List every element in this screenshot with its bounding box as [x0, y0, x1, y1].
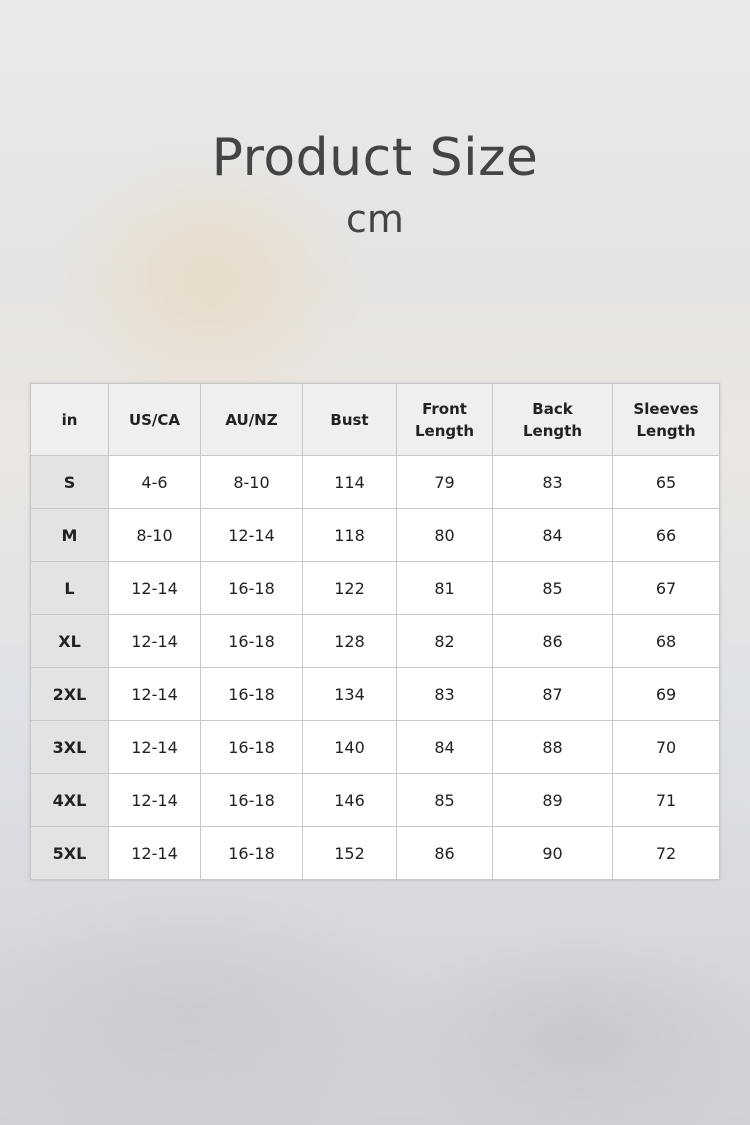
- table-cell: 8-10: [200, 455, 303, 509]
- column-header: in: [30, 383, 109, 456]
- table-cell: 12-14: [200, 508, 303, 562]
- table-cell: 83: [492, 455, 613, 509]
- table-cell: 70: [612, 720, 720, 774]
- table-cell: 12-14: [108, 614, 201, 668]
- table-cell: 16-18: [200, 667, 303, 721]
- table-cell: 82: [396, 614, 493, 668]
- size-label: M: [30, 508, 109, 562]
- table-cell: 69: [612, 667, 720, 721]
- table-cell: 12-14: [108, 667, 201, 721]
- size-label: S: [30, 455, 109, 509]
- table-header-row: in US/CA AU/NZ Bust Front Length Back Length Sle…: [30, 383, 720, 456]
- table-cell: 12-14: [108, 561, 201, 615]
- unit-label: cm: [346, 197, 404, 241]
- table-cell: 80: [396, 508, 493, 562]
- table-row: 4XL 12-14 16-18 146 85 89 71: [30, 773, 720, 827]
- column-header: Front Length: [396, 383, 493, 456]
- table-cell: 72: [612, 826, 720, 880]
- table-cell: 152: [302, 826, 397, 880]
- size-label: L: [30, 561, 109, 615]
- table-cell: 16-18: [200, 614, 303, 668]
- column-header: AU/NZ: [200, 383, 303, 456]
- table-cell: 16-18: [200, 773, 303, 827]
- table-cell: 65: [612, 455, 720, 509]
- table-cell: 71: [612, 773, 720, 827]
- table-cell: 85: [492, 561, 613, 615]
- size-label: 2XL: [30, 667, 109, 721]
- size-table: in US/CA AU/NZ Bust Front Length Back Length Sle…: [30, 383, 720, 880]
- table-cell: 140: [302, 720, 397, 774]
- table-cell: 12-14: [108, 720, 201, 774]
- table-row: 5XL 12-14 16-18 152 86 90 72: [30, 826, 720, 880]
- table-cell: 85: [396, 773, 493, 827]
- table-cell: 84: [396, 720, 493, 774]
- table-cell: 8-10: [108, 508, 201, 562]
- size-label: XL: [30, 614, 109, 668]
- table-cell: 146: [302, 773, 397, 827]
- table-cell: 128: [302, 614, 397, 668]
- column-header: Bust: [302, 383, 397, 456]
- table-cell: 79: [396, 455, 493, 509]
- column-header: Back Length: [492, 383, 613, 456]
- table-cell: 134: [302, 667, 397, 721]
- table-cell: 16-18: [200, 561, 303, 615]
- table-cell: 67: [612, 561, 720, 615]
- table-cell: 12-14: [108, 773, 201, 827]
- table-cell: 16-18: [200, 720, 303, 774]
- table-cell: 90: [492, 826, 613, 880]
- size-label: 3XL: [30, 720, 109, 774]
- table-row: S 4-6 8-10 114 79 83 65: [30, 455, 720, 509]
- table-row: 2XL 12-14 16-18 134 83 87 69: [30, 667, 720, 721]
- size-label: 4XL: [30, 773, 109, 827]
- table-cell: 89: [492, 773, 613, 827]
- table-row: M 8-10 12-14 118 80 84 66: [30, 508, 720, 562]
- table-cell: 16-18: [200, 826, 303, 880]
- table-cell: 4-6: [108, 455, 201, 509]
- column-header: US/CA: [108, 383, 201, 456]
- column-header: Sleeves Length: [612, 383, 720, 456]
- table-cell: 66: [612, 508, 720, 562]
- table-cell: 68: [612, 614, 720, 668]
- table-cell: 118: [302, 508, 397, 562]
- table-cell: 83: [396, 667, 493, 721]
- table-cell: 88: [492, 720, 613, 774]
- table-cell: 86: [396, 826, 493, 880]
- table-cell: 84: [492, 508, 613, 562]
- table-row: 3XL 12-14 16-18 140 84 88 70: [30, 720, 720, 774]
- table-cell: 12-14: [108, 826, 201, 880]
- page-title: Product Size: [211, 128, 539, 188]
- table-row: L 12-14 16-18 122 81 85 67: [30, 561, 720, 615]
- table-row: XL 12-14 16-18 128 82 86 68: [30, 614, 720, 668]
- size-label: 5XL: [30, 826, 109, 880]
- table-cell: 122: [302, 561, 397, 615]
- table-cell: 86: [492, 614, 613, 668]
- table-cell: 114: [302, 455, 397, 509]
- table-cell: 81: [396, 561, 493, 615]
- table-cell: 87: [492, 667, 613, 721]
